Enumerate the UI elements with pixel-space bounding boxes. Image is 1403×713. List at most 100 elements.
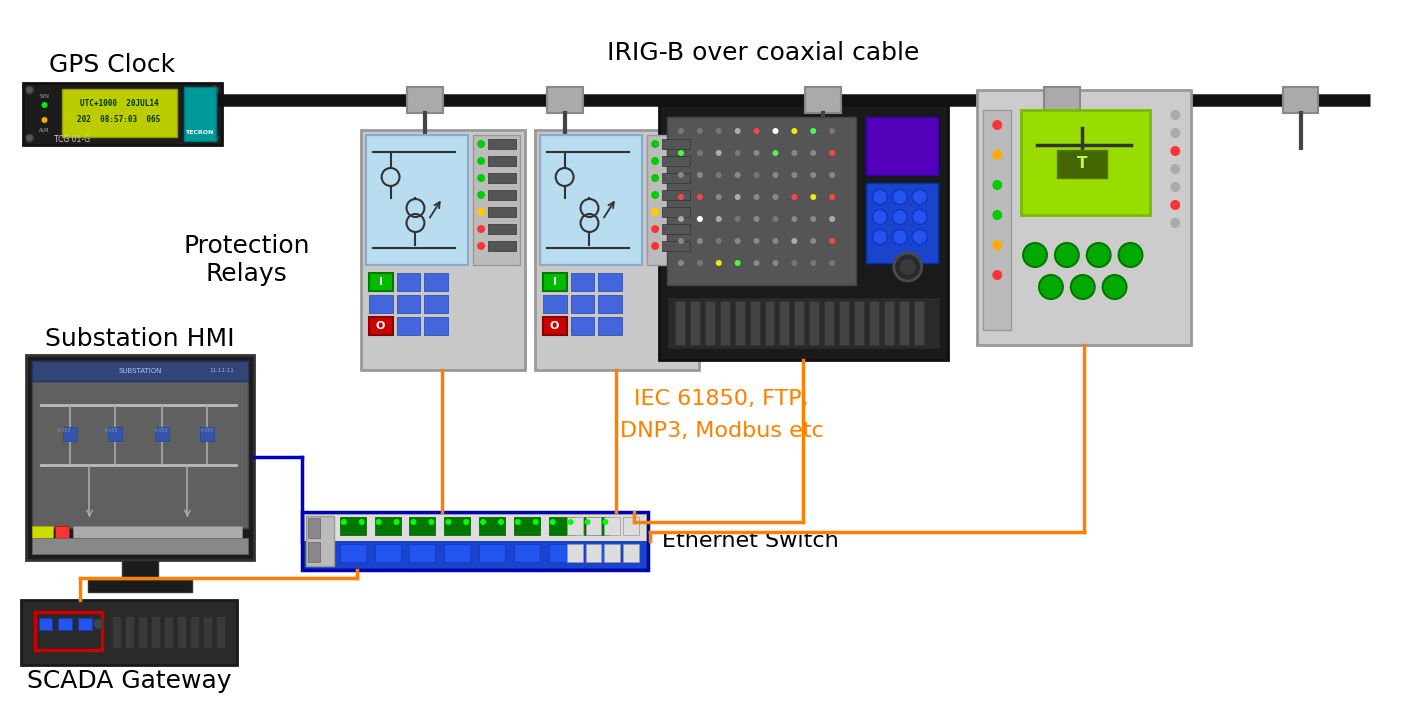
- Circle shape: [477, 242, 485, 250]
- Bar: [32, 526, 53, 538]
- Circle shape: [697, 194, 703, 200]
- Circle shape: [428, 519, 435, 525]
- Circle shape: [697, 150, 703, 156]
- Circle shape: [210, 86, 219, 94]
- Circle shape: [678, 260, 685, 266]
- Circle shape: [811, 260, 817, 266]
- Bar: [369, 317, 393, 335]
- Text: SCADA Gateway: SCADA Gateway: [27, 669, 231, 693]
- Circle shape: [1118, 243, 1142, 267]
- Circle shape: [735, 216, 741, 222]
- Circle shape: [791, 238, 797, 244]
- Circle shape: [829, 172, 835, 178]
- Text: TCG 01-G: TCG 01-G: [55, 135, 90, 143]
- Circle shape: [811, 238, 817, 244]
- Text: UTC+1000  20JUL14: UTC+1000 20JUL14: [80, 98, 159, 108]
- Bar: [623, 544, 640, 562]
- Bar: [88, 580, 192, 592]
- Circle shape: [992, 180, 1002, 190]
- Circle shape: [697, 216, 703, 222]
- Circle shape: [1087, 243, 1111, 267]
- Circle shape: [602, 519, 609, 525]
- Bar: [407, 87, 443, 113]
- Bar: [488, 241, 516, 251]
- Circle shape: [892, 230, 908, 245]
- Circle shape: [651, 174, 659, 182]
- Text: Ethernet Switch: Ethernet Switch: [662, 531, 839, 551]
- Circle shape: [463, 519, 469, 525]
- Circle shape: [753, 128, 759, 134]
- Bar: [584, 517, 609, 535]
- Circle shape: [477, 174, 485, 182]
- Circle shape: [651, 225, 659, 233]
- Circle shape: [515, 519, 521, 525]
- Circle shape: [912, 230, 927, 245]
- Circle shape: [697, 238, 703, 244]
- Text: #888: #888: [154, 428, 170, 433]
- Circle shape: [678, 216, 685, 222]
- Bar: [397, 317, 421, 335]
- Circle shape: [1170, 110, 1180, 120]
- Bar: [513, 517, 540, 535]
- Bar: [56, 526, 69, 538]
- Bar: [666, 117, 856, 285]
- Circle shape: [394, 519, 400, 525]
- Circle shape: [894, 253, 922, 281]
- Circle shape: [716, 216, 721, 222]
- Bar: [1282, 87, 1319, 113]
- Circle shape: [811, 194, 817, 200]
- Bar: [369, 295, 393, 313]
- Bar: [659, 105, 947, 360]
- Bar: [216, 616, 224, 648]
- Circle shape: [498, 519, 504, 525]
- Bar: [571, 273, 595, 291]
- Circle shape: [1070, 275, 1094, 299]
- Circle shape: [585, 519, 591, 525]
- Circle shape: [477, 225, 485, 233]
- Circle shape: [735, 172, 741, 178]
- Circle shape: [651, 242, 659, 250]
- Bar: [854, 301, 864, 345]
- Bar: [599, 273, 623, 291]
- Circle shape: [716, 172, 721, 178]
- Circle shape: [716, 260, 721, 266]
- Circle shape: [477, 208, 485, 216]
- Bar: [340, 517, 366, 535]
- Bar: [884, 301, 894, 345]
- Bar: [647, 135, 694, 265]
- Bar: [662, 224, 690, 234]
- Circle shape: [873, 230, 887, 245]
- Circle shape: [25, 134, 34, 142]
- Bar: [1021, 110, 1150, 215]
- Bar: [662, 156, 690, 166]
- Bar: [177, 616, 185, 648]
- Circle shape: [445, 519, 452, 525]
- Bar: [478, 544, 505, 562]
- Circle shape: [992, 270, 1002, 280]
- Circle shape: [651, 157, 659, 165]
- Bar: [397, 273, 421, 291]
- Bar: [571, 295, 595, 313]
- Circle shape: [411, 519, 417, 525]
- Circle shape: [829, 238, 835, 244]
- Bar: [1056, 150, 1107, 178]
- Circle shape: [773, 194, 779, 200]
- Bar: [488, 173, 516, 183]
- Circle shape: [811, 216, 817, 222]
- Text: SUBSTATION: SUBSTATION: [118, 368, 161, 374]
- Bar: [25, 355, 254, 560]
- Bar: [304, 541, 647, 568]
- Bar: [543, 295, 567, 313]
- Circle shape: [892, 210, 908, 225]
- Bar: [549, 517, 575, 535]
- Bar: [543, 273, 567, 291]
- Bar: [868, 301, 878, 345]
- Text: 11:11:11: 11:11:11: [209, 369, 234, 374]
- Circle shape: [791, 172, 797, 178]
- Bar: [605, 517, 620, 535]
- Text: T: T: [1076, 156, 1087, 172]
- Bar: [584, 544, 609, 562]
- Circle shape: [42, 102, 48, 108]
- Circle shape: [651, 191, 659, 199]
- Circle shape: [1170, 146, 1180, 156]
